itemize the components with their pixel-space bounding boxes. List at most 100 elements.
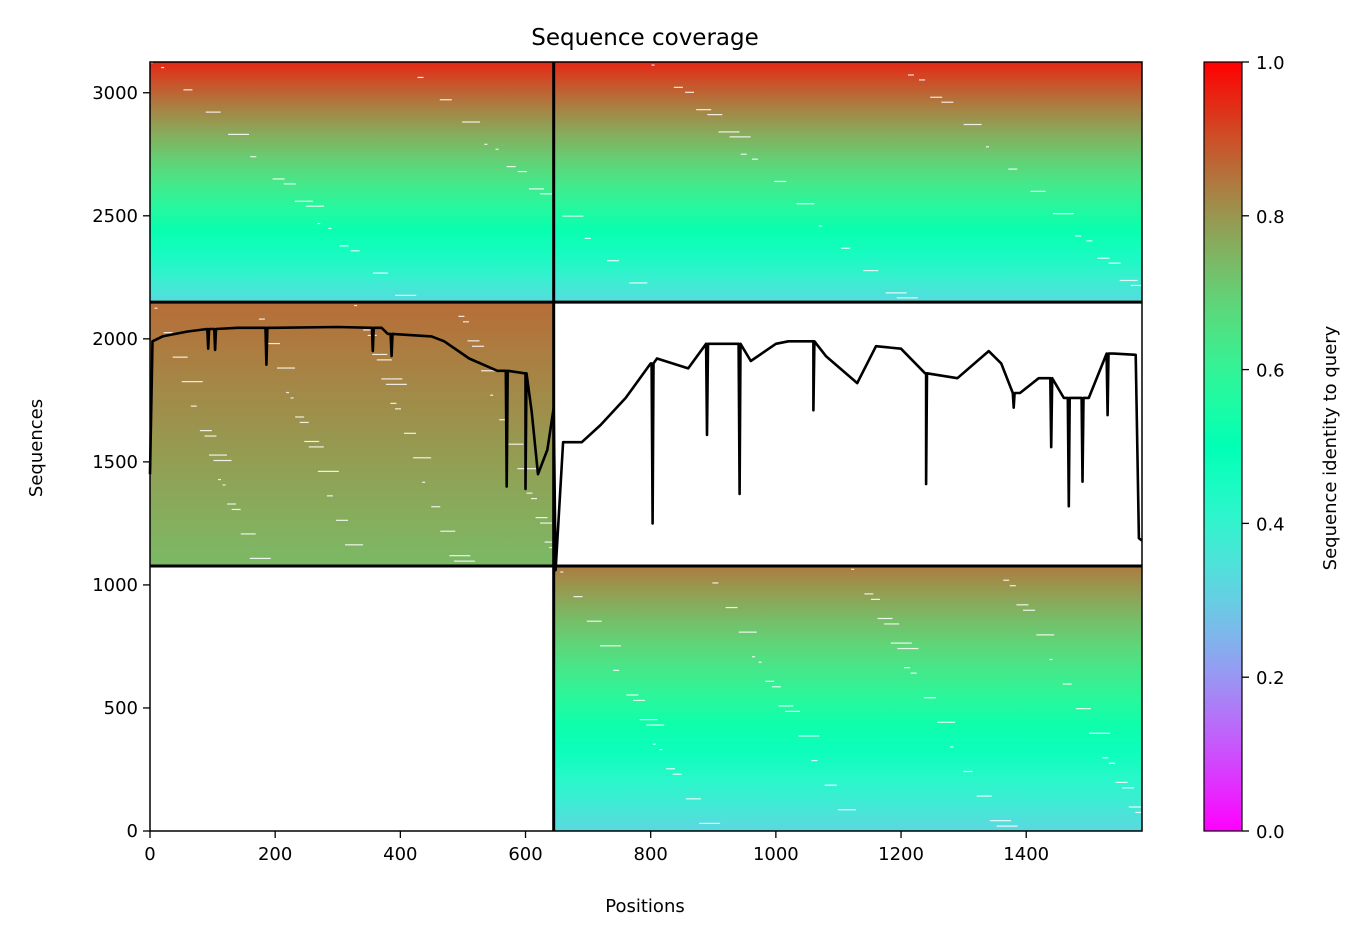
gap-streak (963, 770, 973, 773)
gap-streak (258, 318, 265, 320)
gap-streak (413, 457, 432, 459)
x-tick-label: 0 (144, 844, 155, 865)
gap-streak (950, 746, 954, 748)
y-tick-label: 1500 (92, 452, 138, 473)
gap-streak (326, 495, 333, 497)
gap-streak (1009, 585, 1016, 587)
gap-streak (785, 710, 801, 712)
gap-streak (796, 203, 815, 205)
gap-streak (295, 416, 305, 418)
gap-streak (345, 544, 364, 546)
gap-streak (651, 64, 655, 66)
gap-streak (213, 459, 232, 462)
gap-streak (250, 156, 257, 158)
gap-streak (904, 667, 911, 669)
gap-streak (573, 596, 583, 598)
gap-streak (919, 79, 926, 81)
gap-streak (508, 443, 524, 445)
gap-streak (472, 345, 485, 347)
gap-streak (672, 773, 682, 775)
gap-streak (774, 180, 787, 183)
gap-streak (910, 672, 917, 674)
colorbar-gradient (1203, 61, 1243, 832)
gap-streak (283, 183, 296, 185)
gap-streak (639, 718, 658, 721)
gap-streak (526, 492, 533, 494)
gap-streak (363, 329, 373, 331)
gap-streak (350, 250, 360, 252)
gap-streak (1030, 190, 1046, 192)
gap-streak (685, 91, 695, 93)
gap-streak (923, 697, 936, 699)
gap-streak (517, 468, 539, 470)
gap-streak (941, 101, 954, 103)
gap-streak (758, 661, 762, 663)
colorbar-tick-label: 0.8 (1256, 207, 1285, 228)
gap-streak (699, 822, 721, 825)
gap-streak (227, 503, 237, 505)
gap-streak (517, 170, 527, 173)
gap-streak (458, 315, 465, 317)
gap-streak (1102, 757, 1109, 759)
gap-streak (540, 522, 553, 524)
gap-streak (531, 497, 538, 500)
gap-streak (317, 470, 339, 472)
gap-streak (976, 795, 992, 797)
gap-streak (599, 645, 621, 647)
x-tick-label: 400 (383, 844, 417, 865)
gap-streak (462, 321, 469, 323)
colorbar-tick-label: 1.0 (1256, 53, 1285, 74)
gap-streak (765, 680, 775, 682)
gap-streak (870, 598, 880, 600)
gap-streak (381, 378, 403, 380)
gap-streak (1119, 279, 1138, 282)
heatmap-block-paired (150, 62, 1142, 303)
gap-streak (1130, 284, 1142, 287)
chart-title: Sequence coverage (531, 25, 759, 51)
y-tick-label: 2000 (92, 329, 138, 350)
axes-frame (149, 61, 1143, 832)
gap-streak (963, 123, 982, 126)
gap-streak (1135, 811, 1142, 814)
gap-streak (544, 541, 554, 543)
gap-streak (535, 517, 548, 519)
heatmap-block-chain-B-only (553, 565, 1142, 831)
gap-streak (613, 669, 620, 671)
gap-streak (249, 557, 271, 560)
gap-streak (231, 508, 241, 511)
gap-streak (818, 225, 822, 227)
y-tick-label: 3000 (92, 83, 138, 104)
gap-streak (204, 435, 217, 437)
gap-streak (218, 478, 222, 481)
gap-streak (778, 705, 794, 707)
gap-streak (481, 370, 500, 372)
gap-streak (725, 606, 738, 609)
gap-streak (877, 617, 893, 620)
gap-streak (404, 432, 417, 434)
gap-streak (449, 555, 471, 557)
gap-streak (1023, 609, 1036, 611)
gap-streak (633, 699, 646, 702)
gap-streak (771, 686, 781, 688)
y-tick-label: 0 (127, 821, 138, 842)
gap-streak (394, 408, 401, 410)
gap-streak (1115, 781, 1128, 784)
gap-streak (228, 133, 250, 136)
colorbar-tick-label: 0.4 (1256, 514, 1285, 535)
x-tick-label: 600 (508, 844, 542, 865)
gap-streak (163, 332, 173, 334)
gap-streak (751, 158, 758, 160)
colorbar-label: Sequence identity to query (1320, 325, 1341, 570)
gap-streak (286, 391, 290, 394)
gap-streak (540, 193, 556, 195)
gap-streak (560, 571, 564, 573)
y-tick-label: 1000 (92, 575, 138, 596)
gap-streak (673, 86, 683, 88)
gap-streak (989, 820, 1011, 822)
gap-streak (811, 759, 818, 762)
gap-streak (304, 440, 320, 443)
gap-streak (205, 111, 221, 113)
gap-streak (659, 749, 663, 751)
gap-streak (294, 200, 313, 202)
